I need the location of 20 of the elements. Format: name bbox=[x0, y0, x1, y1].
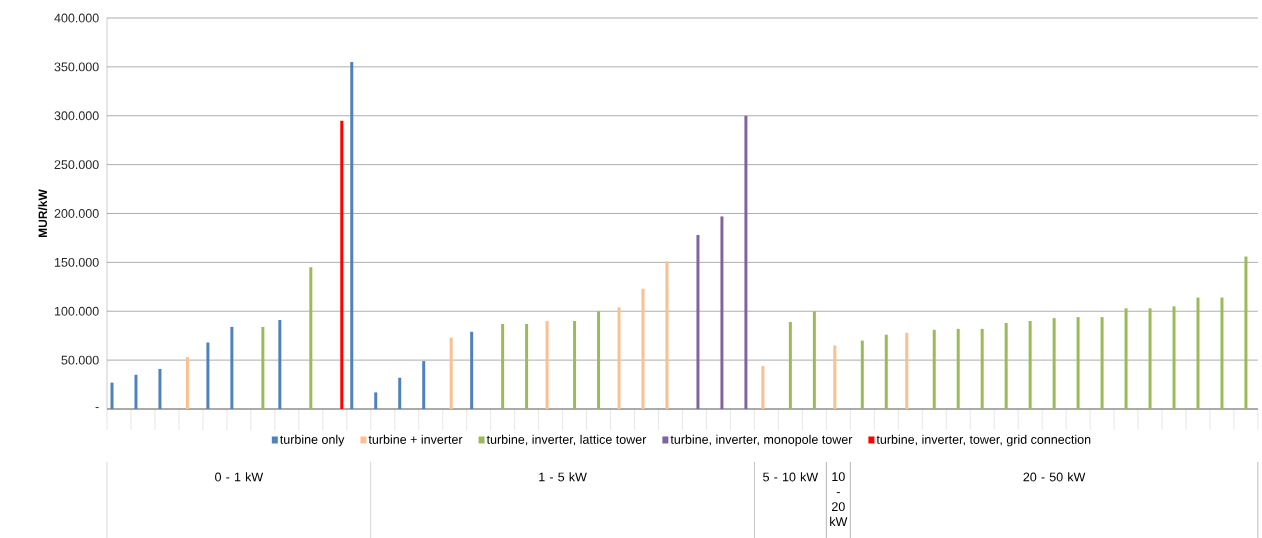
y-tick-label: 100.000 bbox=[54, 306, 99, 316]
text: 0 - 1 kW bbox=[215, 472, 264, 482]
legend-label: turbine, inverter, tower, grid connection bbox=[876, 434, 1091, 447]
text: 5 - 10 kW bbox=[763, 472, 819, 482]
text: 10 - 20 kW bbox=[830, 472, 848, 526]
legend-label: turbine + inverter bbox=[368, 434, 463, 444]
legend-label: turbine, inverter, monopole tower bbox=[670, 434, 853, 447]
y-tick-label: 150.000 bbox=[54, 257, 99, 267]
y-tick-label: 400.000 bbox=[54, 13, 99, 23]
y-tick-label: 350.000 bbox=[54, 62, 99, 72]
y-tick-label: 300.000 bbox=[54, 111, 99, 121]
y-tick-label: 50.000 bbox=[61, 355, 99, 365]
y-tick-label: - bbox=[95, 406, 99, 408]
y-tick-label: 200.000 bbox=[54, 208, 99, 218]
y-tick-label: 250.000 bbox=[54, 160, 99, 169]
text: 20 - 50 kW bbox=[1023, 472, 1086, 482]
legend-label: turbine, inverter, lattice tower bbox=[486, 434, 647, 446]
y-axis-title: MUR/kW bbox=[38, 189, 48, 237]
legend-label: turbine only bbox=[280, 434, 345, 447]
text: 1 - 5 kW bbox=[539, 472, 587, 482]
